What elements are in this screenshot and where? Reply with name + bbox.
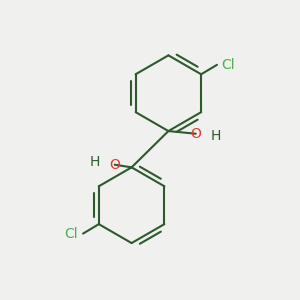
Text: H: H	[211, 129, 221, 143]
Text: Cl: Cl	[222, 58, 235, 72]
Text: Cl: Cl	[65, 226, 78, 241]
Text: H: H	[90, 155, 100, 169]
Text: O: O	[190, 127, 201, 141]
Text: O: O	[109, 158, 120, 172]
